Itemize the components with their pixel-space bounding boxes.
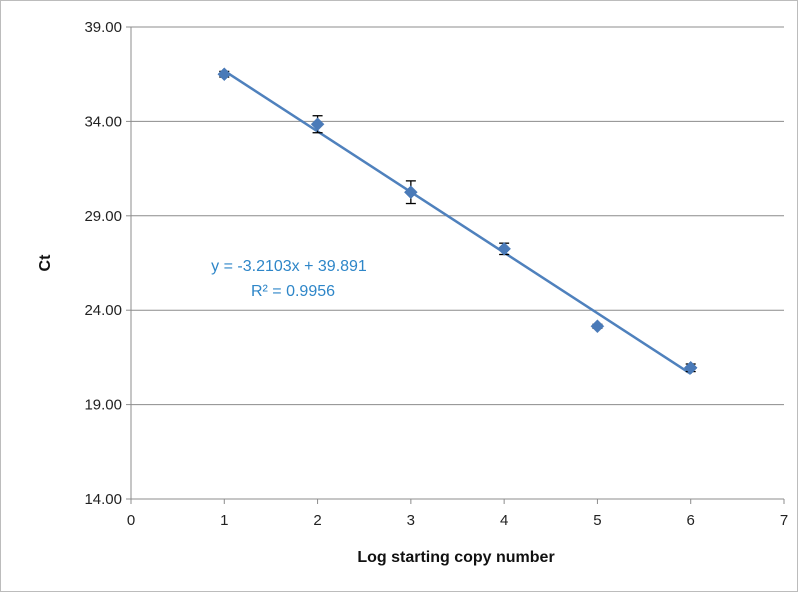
data-point-2 xyxy=(310,117,325,132)
trendline-layer xyxy=(223,69,692,375)
x-tick-label-1: 1 xyxy=(220,512,228,529)
data-point-6 xyxy=(683,360,698,375)
axes xyxy=(126,26,785,504)
y-tick-label-0: 14.00 xyxy=(84,491,122,508)
data-markers xyxy=(217,67,698,375)
gridlines xyxy=(131,26,784,406)
data-point-3 xyxy=(404,185,418,200)
trendline xyxy=(223,69,692,375)
x-tick-label-3: 3 xyxy=(407,512,415,529)
data-point-1 xyxy=(217,67,232,82)
x-tick-label-5: 5 xyxy=(593,512,601,529)
trendline-equation: y = -3.2103x + 39.891 xyxy=(211,258,367,275)
x-tick-label-7: 7 xyxy=(780,512,788,529)
x-tick-label-2: 2 xyxy=(313,512,321,529)
data-point-4 xyxy=(497,241,511,256)
y-tick-label-4: 34.00 xyxy=(84,113,122,130)
y-tick-label-1: 19.00 xyxy=(84,397,122,414)
tick-labels: 14.00 19.00 24.00 29.00 34.00 39.00 0 1 2 3 4 5 6 7 xyxy=(84,19,788,529)
y-tick-label-2: 24.00 xyxy=(84,302,122,319)
x-tick-label-6: 6 xyxy=(687,512,695,529)
y-tick-label-3: 29.00 xyxy=(84,208,122,225)
x-axis-title: Log starting copy number xyxy=(357,549,554,566)
x-tick-label-0: 0 xyxy=(127,512,135,529)
trendline-r-squared: R² = 0.9956 xyxy=(251,283,335,300)
y-axis-title: Ct xyxy=(37,254,54,272)
data-point-5 xyxy=(590,319,605,334)
x-tick-label-4: 4 xyxy=(500,512,508,529)
y-tick-label-5: 39.00 xyxy=(84,19,122,36)
